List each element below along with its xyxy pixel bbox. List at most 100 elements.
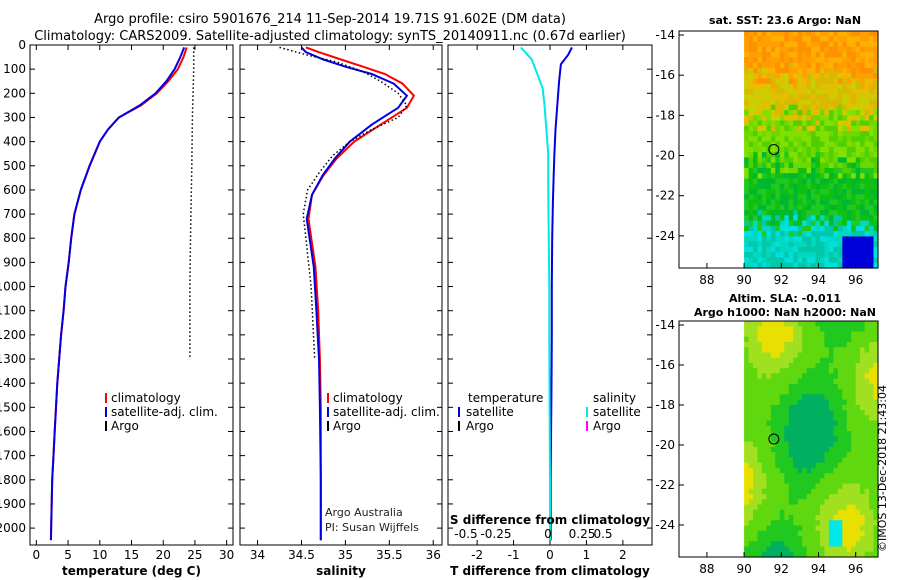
difference-legend-swatch bbox=[586, 407, 588, 417]
sla-map-cell bbox=[806, 357, 812, 364]
sst-map-cell bbox=[793, 178, 799, 185]
sst-map-cell bbox=[864, 178, 870, 185]
sla-map-cell bbox=[869, 436, 875, 443]
sst-map-cell bbox=[806, 67, 812, 74]
sst-map-cell bbox=[820, 120, 826, 127]
sst-map-cell bbox=[820, 104, 826, 111]
sst-map-cell bbox=[784, 67, 790, 74]
sst-map-cell bbox=[753, 52, 759, 58]
temperature-ytick-label: 1300 bbox=[0, 352, 26, 366]
sst-map-cell bbox=[811, 46, 817, 53]
sst-map-cell bbox=[837, 146, 843, 153]
sla-map-cell bbox=[757, 389, 763, 395]
sla-map-cell bbox=[851, 536, 857, 542]
sla-map-cell bbox=[775, 520, 781, 527]
sst-map-cell bbox=[873, 46, 879, 53]
sst-map-cell bbox=[784, 141, 790, 148]
sla-map-cell bbox=[802, 446, 808, 453]
sst-map-cell bbox=[811, 83, 817, 90]
sst-map-cell bbox=[864, 115, 870, 122]
sst-map-cell bbox=[744, 73, 750, 79]
sst-map-cell bbox=[855, 136, 861, 143]
sst-map-cell bbox=[744, 115, 750, 122]
sst-map-cell bbox=[837, 136, 843, 143]
sst-map-cell bbox=[851, 178, 857, 185]
sst-map-cell bbox=[851, 57, 857, 64]
sla-map-cell bbox=[797, 488, 803, 495]
difference-xtick2-label: 0.25 bbox=[569, 527, 596, 541]
sla-map-cell bbox=[775, 415, 781, 422]
sst-map-cell bbox=[824, 36, 830, 43]
sst-map-cell bbox=[864, 104, 870, 111]
sst-map-cell bbox=[766, 46, 772, 53]
sst-map-cell bbox=[860, 178, 866, 185]
salinity-legend-label: Argo bbox=[333, 419, 361, 433]
sla-map-cell bbox=[811, 441, 817, 448]
sla-map-cell bbox=[846, 530, 852, 537]
sla-map-cell bbox=[784, 462, 790, 469]
sst-map-cell bbox=[779, 252, 785, 259]
sst-map-cell bbox=[815, 104, 821, 111]
sst-map-cell bbox=[811, 246, 817, 253]
sst-map-cell bbox=[766, 194, 772, 201]
sla-map-cell bbox=[748, 410, 754, 416]
difference-xtick-label: 1 bbox=[583, 548, 591, 562]
sla-map-cell bbox=[753, 478, 759, 485]
sla-map-cell bbox=[855, 326, 861, 332]
sla-map-cell bbox=[837, 326, 843, 332]
sla-map-cell bbox=[860, 462, 866, 469]
sla-map-cell bbox=[837, 536, 843, 542]
sst-map-cell bbox=[851, 257, 857, 264]
sst-map-cell bbox=[855, 73, 861, 79]
sla-map-cell bbox=[873, 394, 879, 401]
sst-map-cell bbox=[797, 252, 803, 259]
sst-map-cell bbox=[828, 215, 834, 222]
sst-map-cell bbox=[842, 36, 848, 43]
sst-map-cell bbox=[851, 252, 857, 259]
sst-map-cell bbox=[846, 236, 852, 243]
sst-map-cell bbox=[784, 83, 790, 90]
sst-map-cell bbox=[815, 99, 821, 106]
sla-map-cell bbox=[824, 331, 830, 338]
sla-map-cell bbox=[757, 410, 763, 416]
sst-map-cell bbox=[744, 236, 750, 243]
sst-map-cell bbox=[815, 136, 821, 143]
sst-map-cell bbox=[766, 252, 772, 259]
sst-map-cell bbox=[833, 257, 839, 264]
sst-map-cell bbox=[797, 225, 803, 232]
sla-map-cell bbox=[837, 378, 843, 385]
sst-map-cell bbox=[869, 262, 875, 269]
sla-map-cell bbox=[744, 546, 750, 553]
sla-map-cell bbox=[806, 457, 812, 464]
sst-map-cell bbox=[770, 167, 776, 174]
sla-map-cell bbox=[833, 404, 839, 411]
sst-map-cell bbox=[797, 73, 803, 79]
sla-map-cell bbox=[824, 352, 830, 359]
sla-map-cell bbox=[860, 520, 866, 527]
sla-map-cell bbox=[748, 420, 754, 427]
sst-map-cell bbox=[793, 31, 799, 37]
sst-map-cell bbox=[775, 157, 781, 164]
sla-map-cell bbox=[811, 509, 817, 516]
sla-map-xtick-label: 94 bbox=[811, 562, 826, 576]
sla-map-cell bbox=[748, 378, 754, 385]
sst-map-cell bbox=[860, 73, 866, 79]
sla-map-frame bbox=[678, 320, 879, 558]
sst-map-cell bbox=[824, 125, 830, 132]
sla-map-cell bbox=[860, 457, 866, 464]
sla-map-cell bbox=[820, 399, 826, 406]
sla-map-cell bbox=[811, 321, 817, 327]
sla-map-cell bbox=[864, 368, 870, 374]
sla-map-cell bbox=[860, 410, 866, 416]
sst-map-cell bbox=[775, 246, 781, 253]
sst-map-cell bbox=[811, 115, 817, 122]
sla-map-cell bbox=[828, 504, 834, 511]
sst-map-cell bbox=[833, 210, 839, 216]
sla-map-cell bbox=[842, 399, 848, 406]
sst-map-cell bbox=[779, 136, 785, 143]
sst-map-cell bbox=[788, 94, 794, 101]
sst-map-cell bbox=[797, 46, 803, 53]
sst-map-cell bbox=[811, 94, 817, 101]
sst-map-cell bbox=[744, 157, 750, 164]
sst-map-cell bbox=[766, 157, 772, 164]
